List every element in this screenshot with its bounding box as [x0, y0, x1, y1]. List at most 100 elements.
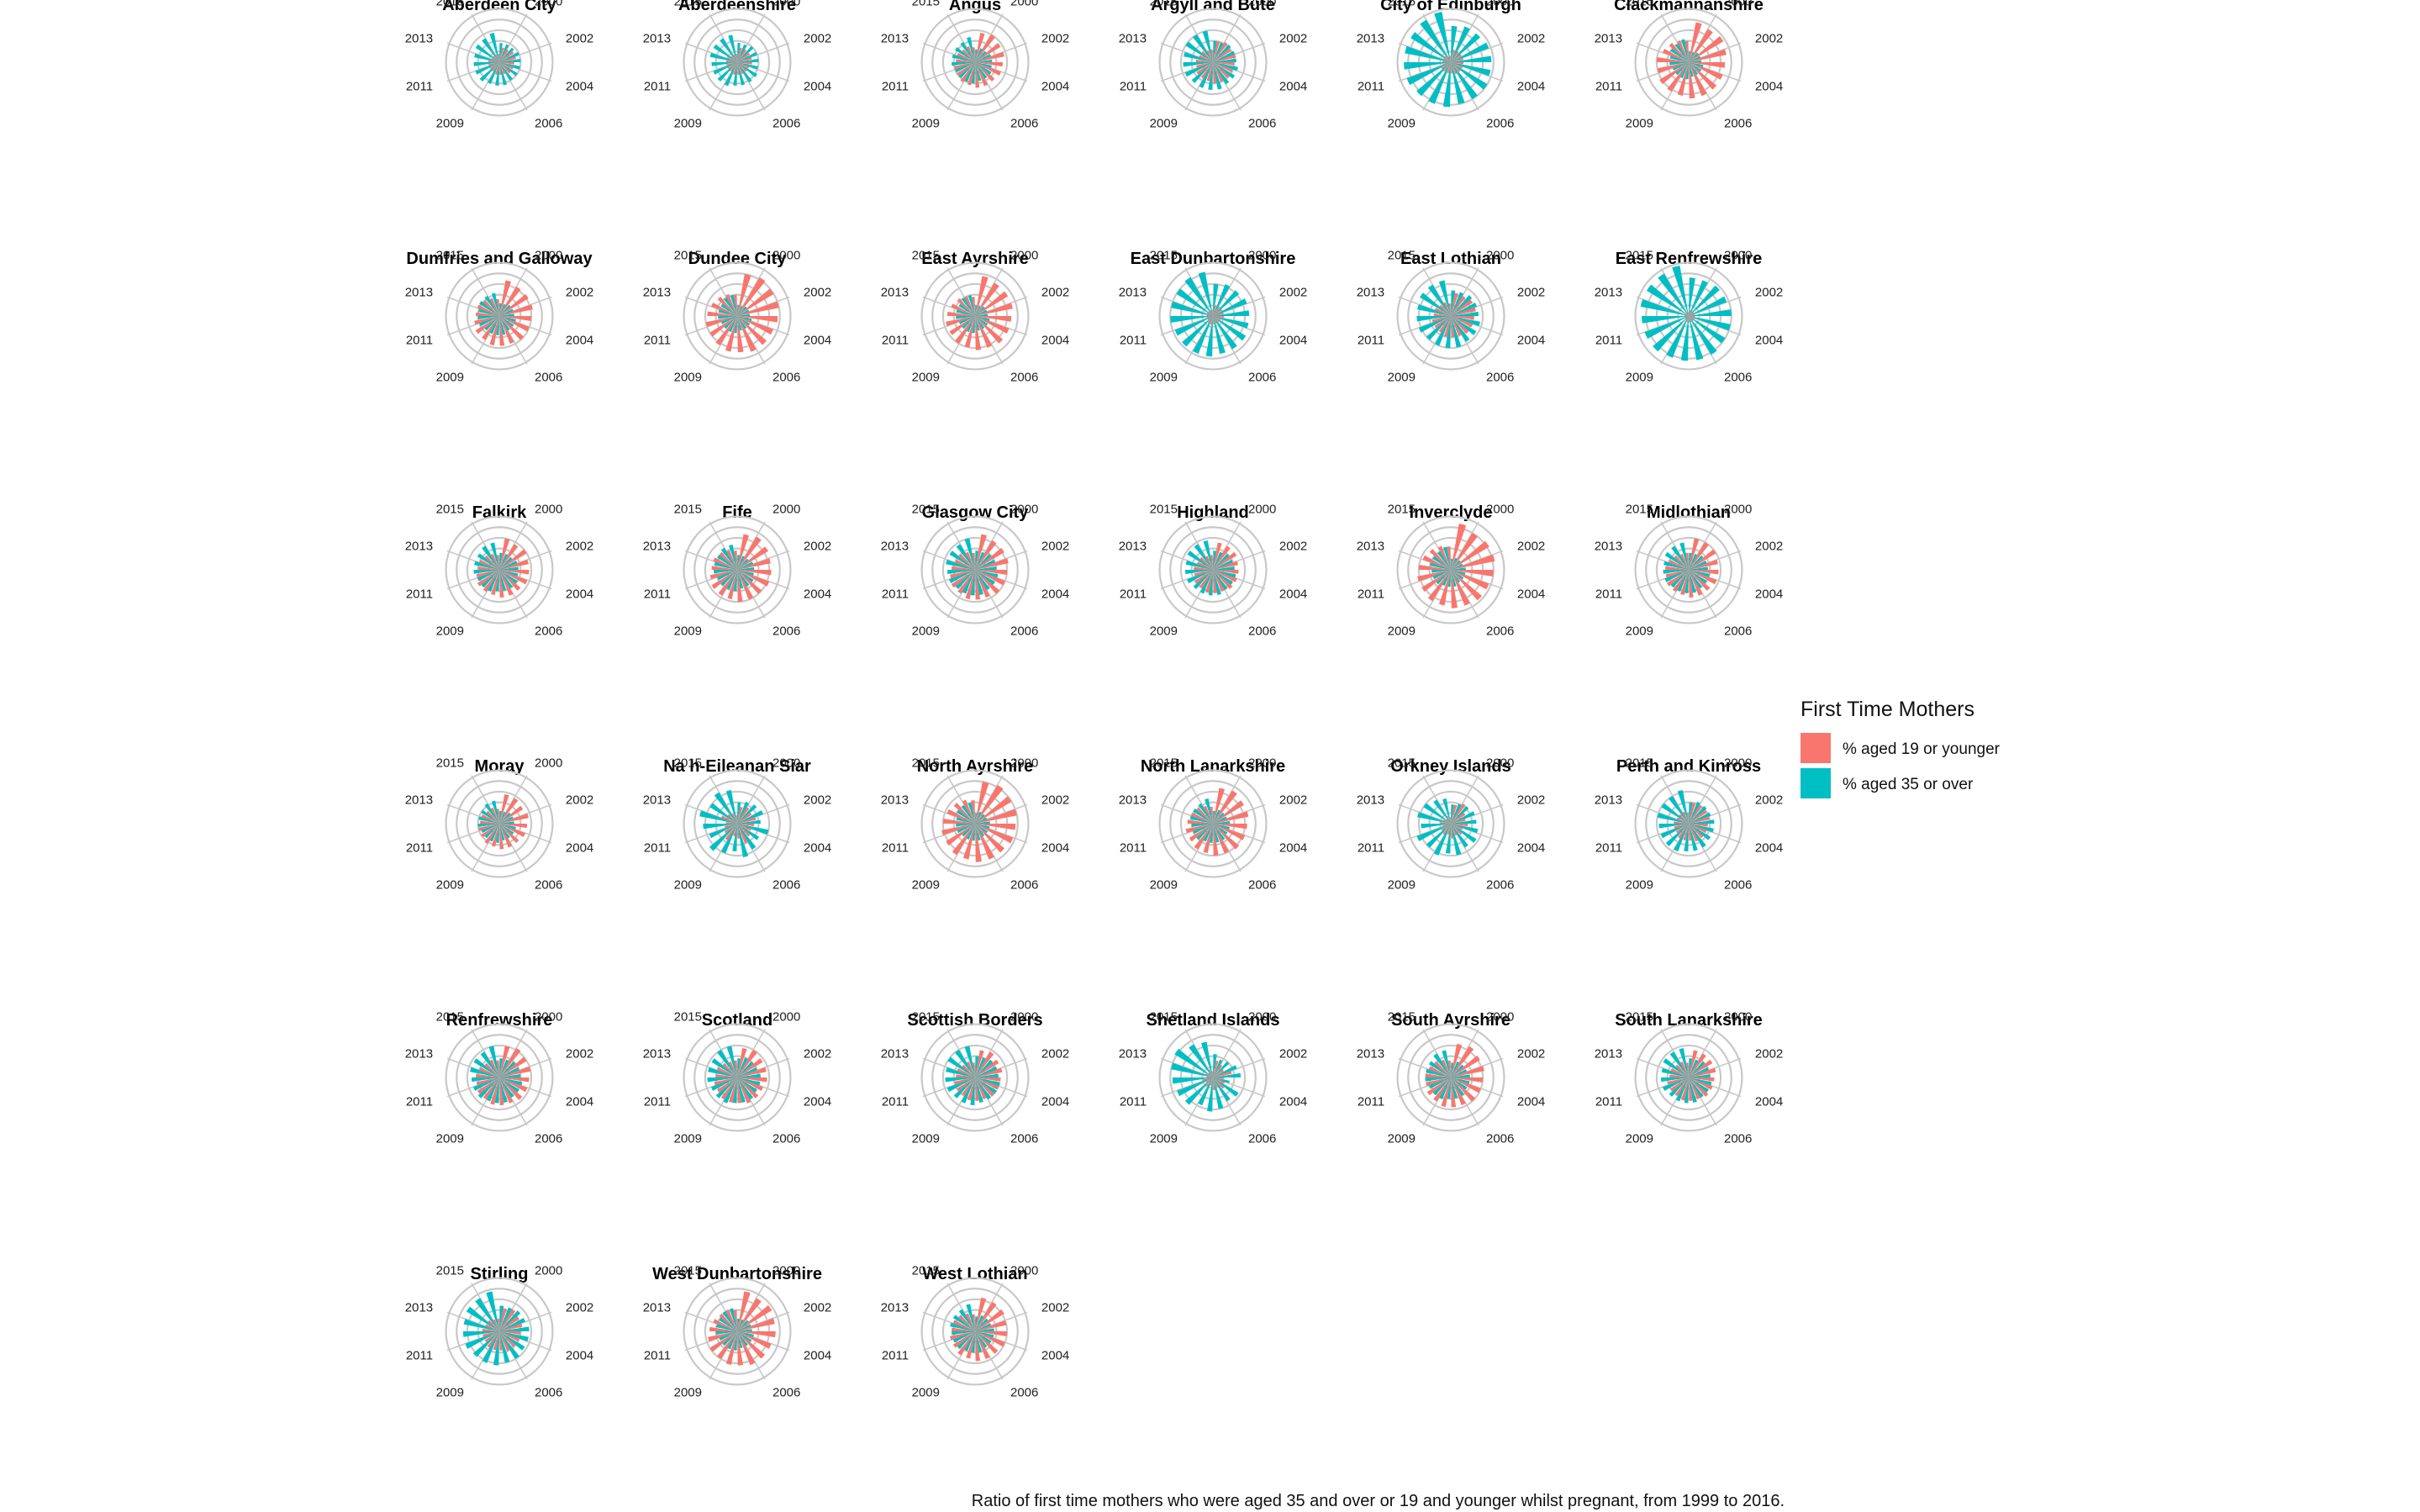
bar-old-2006 [737, 824, 757, 850]
bar-old-2015 [1671, 545, 1689, 570]
bar-young-2012 [1194, 566, 1213, 570]
grid-ring [1634, 515, 1743, 624]
bar-old-2002 [1213, 816, 1227, 824]
bar-young-2010 [477, 1077, 499, 1094]
bar-old-2013 [1657, 812, 1689, 824]
grid-spoke [446, 61, 500, 82]
grid-ring [1655, 790, 1722, 857]
bar-young-2016 [733, 294, 737, 316]
tick-label-2011: 2011 [406, 1349, 433, 1363]
bar-old-2009 [1428, 62, 1451, 104]
bar-young-2004 [1451, 824, 1463, 830]
bar-old-2002 [1689, 296, 1727, 316]
bar-old-2005 [1213, 316, 1247, 341]
bar-old-2006 [1213, 570, 1228, 591]
bar-old-2005 [1689, 316, 1726, 344]
bar-young-2002 [1213, 811, 1249, 824]
bar-young-2015 [731, 814, 737, 824]
tick-label-2013: 2013 [881, 793, 909, 807]
bar-old-2008 [1208, 62, 1213, 90]
bar-old-2009 [724, 62, 737, 87]
bar-old-2007 [737, 62, 746, 86]
bar-young-1999 [737, 1291, 751, 1331]
bar-young-2002 [1451, 307, 1476, 316]
bar-young-2010 [1670, 1077, 1689, 1092]
bar-old-2015 [1194, 544, 1213, 570]
bar-young-2001 [1451, 54, 1463, 62]
bar-young-2006 [1213, 62, 1224, 82]
bar-old-2002 [499, 308, 514, 316]
bar-young-2016 [496, 298, 499, 316]
bar-young-2003 [737, 570, 772, 576]
bar-old-2004 [1689, 824, 1714, 833]
bar-old-2014 [1420, 292, 1451, 316]
bar-young-2004 [1689, 1077, 1713, 1090]
bar-young-2015 [1677, 40, 1689, 62]
tick-label-2000: 2000 [1724, 502, 1752, 516]
bar-old-2012 [1661, 1077, 1689, 1083]
tick-label-2015: 2015 [912, 1009, 940, 1024]
grid-spoke [1660, 61, 1690, 111]
bar-young-2004 [737, 316, 773, 335]
bar-young-2006 [499, 824, 513, 848]
bar-young-2014 [958, 553, 975, 570]
bar-young-2005 [975, 1077, 995, 1097]
bar-old-2009 [482, 1331, 499, 1363]
bar-old-2016 [725, 790, 737, 824]
bar-old-2014 [1664, 551, 1689, 570]
bar-young-2014 [484, 555, 499, 570]
bar-old-1999 [1213, 283, 1219, 316]
bar-old-2006 [1451, 62, 1478, 99]
tick-label-2000: 2000 [1248, 502, 1276, 516]
bar-young-2009 [717, 1331, 737, 1359]
bar-young-2002 [1213, 561, 1238, 570]
panel-argyll-and-bute: Argyll and Bute2000200220042006200920112… [1119, 0, 1308, 131]
tick-label-2011: 2011 [882, 1095, 909, 1109]
bar-young-2005 [1213, 570, 1233, 589]
grid-ring [920, 1023, 1030, 1132]
bar-old-2000 [1689, 280, 1708, 316]
tick-label-2000: 2000 [1724, 1009, 1752, 1024]
panel-title: South Lanarkshire [1615, 1011, 1763, 1030]
bar-old-2016 [1680, 39, 1689, 62]
bar-old-2016 [726, 1046, 737, 1077]
bar-young-2008 [733, 824, 737, 836]
bar-young-2014 [1444, 55, 1451, 62]
bar-young-2010 [957, 1077, 975, 1092]
bar-old-2012 [1404, 62, 1451, 70]
bar-young-2000 [499, 544, 519, 570]
bar-old-2002 [499, 816, 514, 824]
bar-old-2006 [1451, 570, 1461, 583]
bar-young-2012 [942, 819, 975, 824]
bar-young-2004 [1213, 570, 1237, 582]
tick-label-2013: 2013 [1357, 285, 1384, 299]
bar-old-2002 [499, 51, 519, 62]
bar-young-2004 [1689, 824, 1707, 834]
bar-old-2011 [958, 316, 975, 324]
bar-old-2015 [1658, 273, 1689, 316]
bar-old-2016 [491, 292, 499, 316]
bar-young-2005 [737, 316, 767, 345]
grid-ring [683, 515, 792, 624]
bar-old-2015 [1433, 799, 1451, 824]
bar-old-2010 [724, 316, 737, 329]
bar-old-2000 [975, 551, 985, 570]
grid-ring [931, 18, 1019, 106]
bar-young-2005 [1213, 1077, 1225, 1089]
bar-young-2015 [1206, 50, 1213, 62]
bar-young-2016 [733, 1309, 737, 1331]
tick-label-2004: 2004 [566, 334, 593, 348]
bar-old-2001 [975, 1318, 989, 1331]
bar-old-2010 [1182, 316, 1213, 347]
grid-ring [931, 1288, 1019, 1375]
bar-young-2012 [1674, 821, 1689, 824]
bar-old-2003 [1689, 309, 1732, 316]
bar-young-2001 [1689, 36, 1724, 62]
grid-ring [456, 1034, 543, 1121]
bar-old-2005 [1689, 1077, 1709, 1093]
tick-label-2004: 2004 [1517, 841, 1545, 856]
tick-label-2015: 2015 [1388, 248, 1416, 262]
panel-south-lanarkshire: South Lanarkshire20002002200420062009201… [1595, 1009, 1784, 1146]
panel-north-ayrshire: North Ayrshire20002002200420062009201120… [881, 756, 1070, 892]
bar-old-1999 [737, 305, 740, 316]
